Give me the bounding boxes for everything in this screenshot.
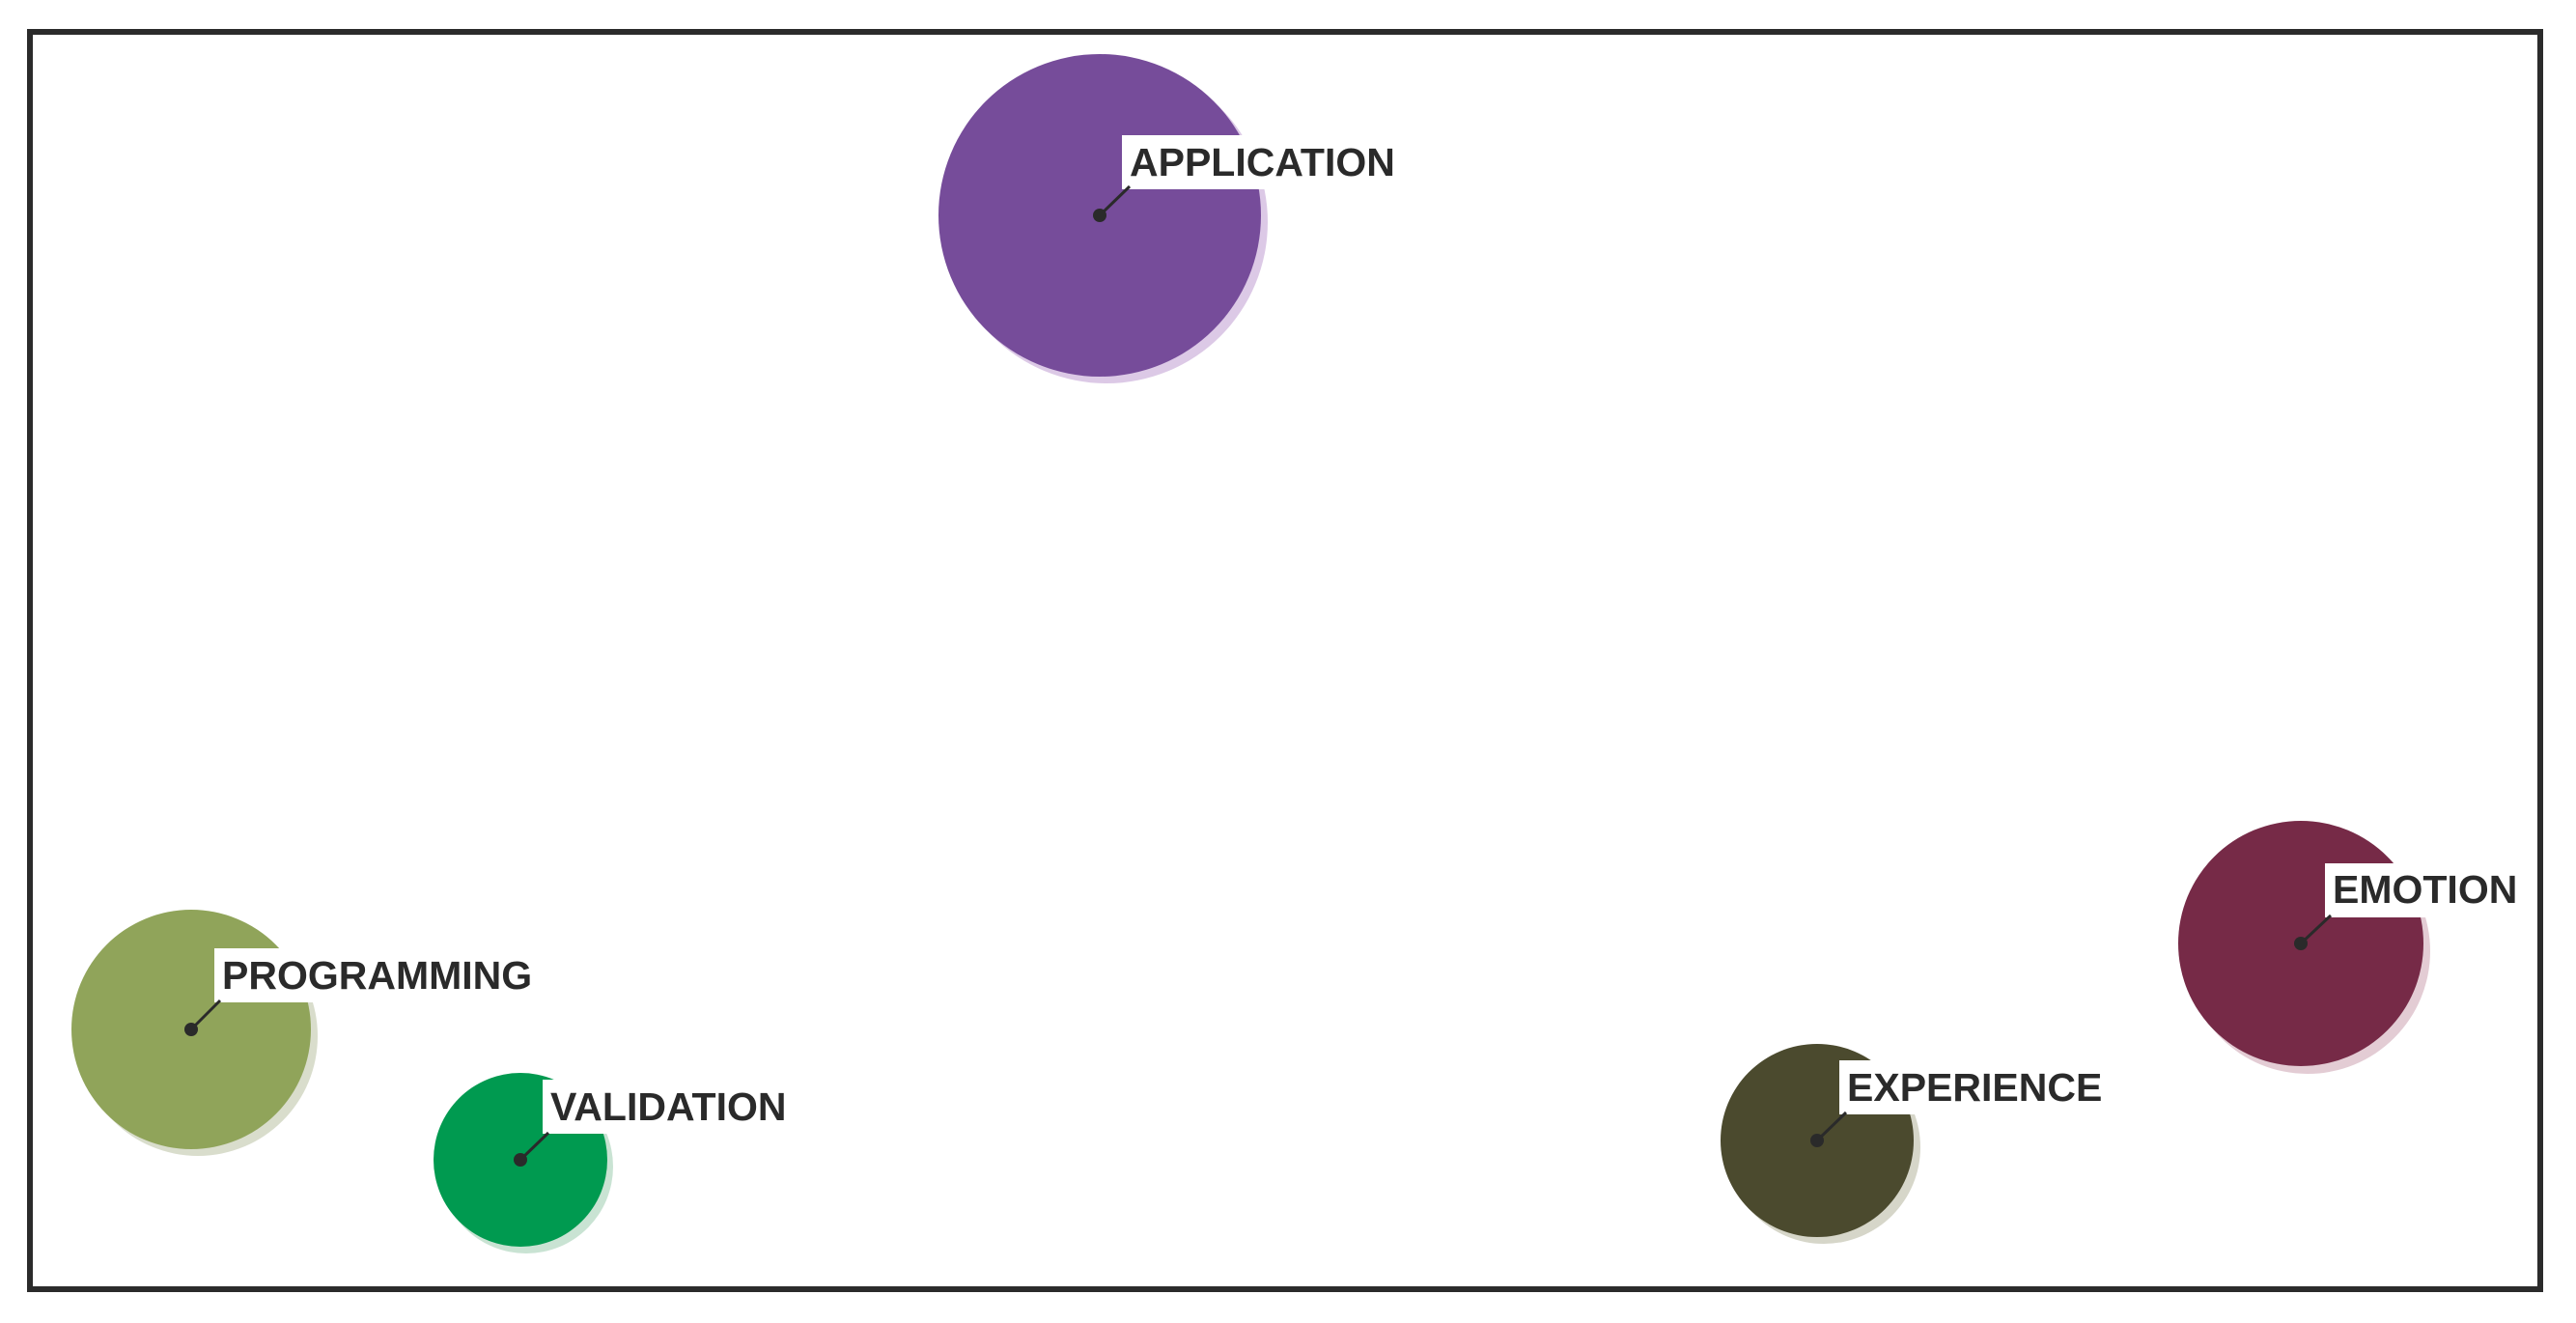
node-application-center-dot (1093, 209, 1106, 222)
node-emotion-label-bg (2325, 863, 2520, 917)
node-experience-label: EXPERIENCE (1847, 1065, 2102, 1110)
node-application-label-bg (1122, 135, 1385, 189)
diagram-frame (27, 29, 2543, 1292)
node-programming[interactable]: PROGRAMMING (71, 910, 532, 1156)
node-experience-label-bg (1839, 1060, 2102, 1114)
node-validation[interactable]: VALIDATION (434, 1073, 786, 1253)
node-experience[interactable]: EXPERIENCE (1721, 1044, 2102, 1244)
node-application-label: APPLICATION (1130, 140, 1395, 184)
node-application[interactable]: APPLICATION (938, 54, 1395, 383)
node-emotion-label: EMOTION (2333, 867, 2517, 912)
node-programming-leader-line (189, 999, 222, 1031)
node-validation-label: VALIDATION (550, 1084, 786, 1129)
node-programming-center-dot (184, 1023, 198, 1036)
node-validation-center-dot (514, 1153, 527, 1167)
node-experience-center-dot (1810, 1134, 1824, 1147)
node-emotion-center-dot (2294, 937, 2308, 950)
node-programming-label-bg (214, 948, 521, 1002)
node-validation-label-bg (543, 1080, 786, 1134)
node-emotion[interactable]: EMOTION (2178, 821, 2520, 1074)
node-emotion-leader-line (2299, 914, 2333, 945)
node-application-leader-line (1098, 184, 1132, 217)
node-programming-label: PROGRAMMING (222, 953, 532, 998)
